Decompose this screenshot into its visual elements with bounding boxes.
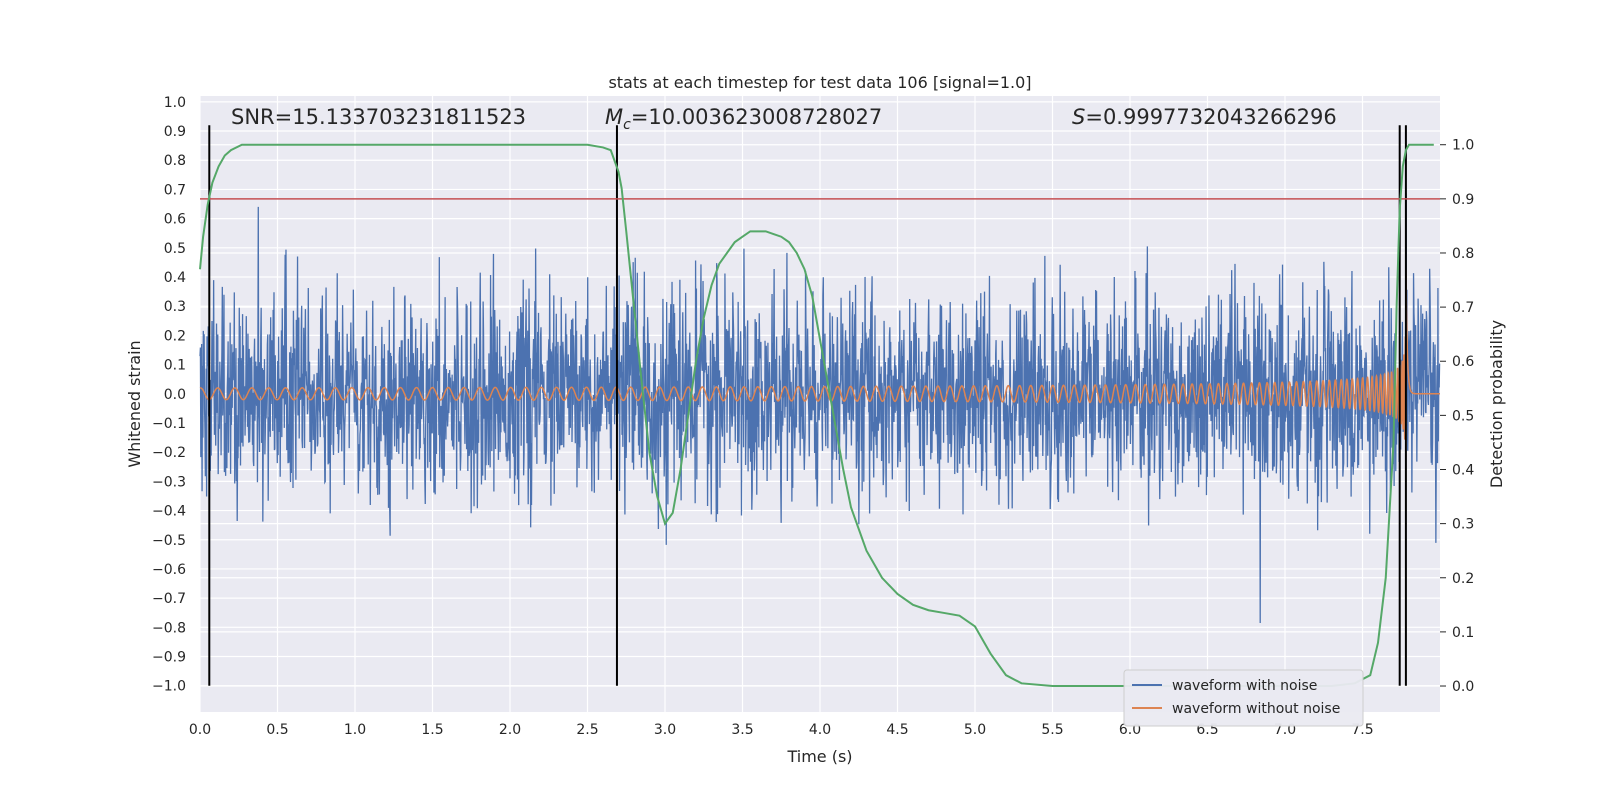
y2-tick-label: 0.0 [1452,679,1474,695]
y-tick-label: −1.0 [152,679,186,695]
x-tick-label: 5.0 [964,722,986,738]
legend-label-waveform-with-noise: waveform with noise [1172,678,1317,694]
y2-tick-label: 1.0 [1452,138,1474,154]
y-tick-label: −0.1 [152,416,186,432]
clean-waveform-line [199,269,1440,440]
y-tick-label: 0.0 [164,387,186,403]
y2-tick-label: 0.3 [1452,517,1474,533]
x-tick-label: 3.5 [731,722,753,738]
y-axis-ticks: 1.0 0.9 0.8 0.7 0.6 0.5 0.4 0.3 0.2 0.1 0.0 −0.1 −0.… [152,95,186,695]
y-tick-label: −0.5 [152,533,186,549]
x-tick-label: 4.0 [809,722,831,738]
y2-tick-label: 0.4 [1452,462,1474,478]
chirp-mass-annotation: Mc=10.003623008728027 [605,105,882,133]
legend-label-waveform-without-noise: waveform without noise [1172,701,1340,717]
legend: waveform with noise waveform without noi… [1123,669,1364,727]
x-tick-label: 5.5 [1041,722,1063,738]
y-tick-label: 0.4 [164,270,186,286]
x-tick-label: 0.0 [189,722,211,738]
s-symbol: S [1072,105,1085,129]
y-tick-label: −0.9 [152,650,186,666]
y-tick-label: −0.4 [152,504,186,520]
chirp-mass-subscript: c [623,117,631,133]
y-tick-label: 0.8 [164,153,186,169]
series-waveform-with-noise [199,193,1441,623]
y-tick-label: 0.3 [164,299,186,315]
y-tick-label: −0.3 [152,474,186,490]
x-axis-label: Time (s) [786,747,852,766]
y2-axis-ticks: 1.0 0.9 0.8 0.7 0.6 0.5 0.4 0.3 0.2 0.1 0.0 [1440,138,1474,695]
chirp-mass-value: =10.003623008728027 [631,105,882,129]
chirp-mass-symbol: M [605,105,623,129]
series-waveform-without-noise [199,269,1440,440]
y-tick-label: −0.6 [152,562,186,578]
x-tick-label: 4.5 [886,722,908,738]
y-tick-label: −0.8 [152,620,186,636]
x-tick-label: 2.5 [576,722,598,738]
y2-tick-label: 0.9 [1452,192,1474,208]
x-tick-label: 1.0 [344,722,366,738]
s-value: =0.9997732043266296 [1085,105,1336,129]
s-annotation: S=0.9997732043266296 [1072,105,1337,129]
x-tick-label: 3.0 [654,722,676,738]
y2-tick-label: 0.7 [1452,300,1474,316]
y-tick-label: 1.0 [164,95,186,111]
y-tick-label: −0.2 [152,445,186,461]
y2-axis-label: Detection probability [1487,320,1506,488]
legend-box [1123,669,1364,727]
y2-tick-label: 0.5 [1452,408,1474,424]
y2-tick-label: 0.1 [1452,625,1474,641]
y-tick-label: 0.5 [164,241,186,257]
y-tick-label: 0.7 [164,182,186,198]
y2-tick-label: 0.8 [1452,246,1474,262]
y-tick-label: 0.6 [164,212,186,228]
x-tick-label: 1.5 [421,722,443,738]
noisy-waveform-line [199,193,1441,623]
y-tick-label: 0.9 [164,124,186,140]
y-tick-label: 0.1 [164,358,186,374]
y2-tick-label: 0.2 [1452,571,1474,587]
y-axis-label: Whitened strain [125,340,144,467]
x-tick-label: 2.0 [499,722,521,738]
x-axis-ticks: 0.0 0.5 1.0 1.5 2.0 2.5 3.0 3.5 4.0 4.5 5.0 5.5 6.0 6… [189,722,1374,738]
x-tick-label: 0.5 [266,722,288,738]
chart-title: stats at each timestep for test data 106… [608,73,1031,92]
marker-lines [208,125,1407,686]
y2-tick-label: 0.6 [1452,354,1474,370]
snr-annotation: SNR=15.133703231811523 [231,105,526,129]
y-tick-label: 0.2 [164,328,186,344]
y-tick-label: −0.7 [152,591,186,607]
